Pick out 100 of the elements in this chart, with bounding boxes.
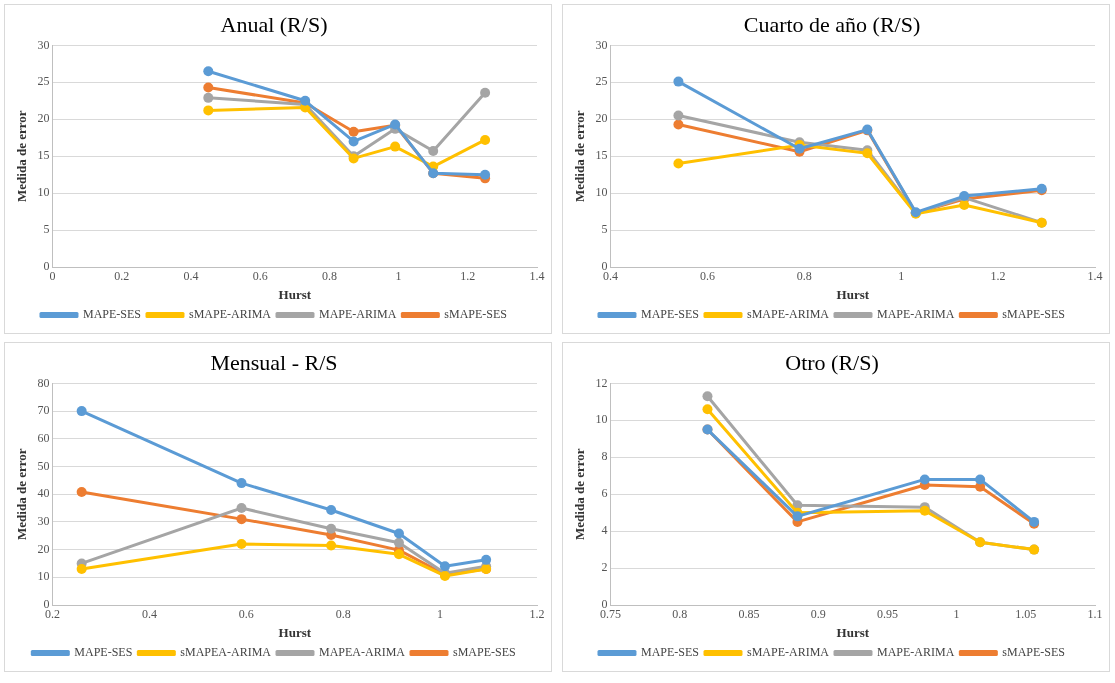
y-tick-label: 15 (595, 148, 608, 163)
legend-label: sMAPE-SES (1002, 307, 1066, 322)
y-tick-label: 8 (601, 449, 608, 464)
legend-label: MAPE-SES (82, 307, 141, 322)
point (393, 528, 404, 539)
x-tick-label: 0.4 (183, 269, 199, 284)
y-tick-label: 30 (37, 37, 50, 52)
x-tick-label: 0.9 (810, 607, 826, 622)
y-axis-title: Medida de error (14, 110, 30, 202)
point (236, 503, 247, 514)
y-tick-label: 40 (37, 486, 50, 501)
legend-label: sMAPE-SES (444, 307, 508, 322)
chart-title: Anual (R/S) (220, 11, 328, 37)
point (203, 92, 214, 103)
point (393, 549, 404, 560)
x-tick-label: 1 (898, 269, 905, 284)
point (481, 554, 492, 565)
y-tick-label: 0 (43, 259, 50, 274)
y-tick-label: 15 (37, 148, 50, 163)
point (975, 474, 986, 485)
y-tick-label: 10 (37, 569, 50, 584)
x-tick-label: 0.4 (603, 269, 619, 284)
point (236, 514, 247, 525)
point (326, 523, 337, 534)
x-axis-title: Hurst (278, 624, 312, 640)
point (702, 404, 713, 415)
y-tick-label: 30 (37, 514, 50, 529)
x-tick-label: 1.2 (529, 607, 545, 622)
legend-label: sMAPE-ARIMA (188, 307, 272, 322)
x-tick-label: 0.6 (252, 269, 268, 284)
x-tick-label: 1.4 (1087, 269, 1103, 284)
x-tick-label: 1.2 (990, 269, 1006, 284)
y-tick-label: 25 (37, 74, 50, 89)
point (348, 136, 359, 147)
y-tick-label: 10 (37, 185, 50, 200)
y-tick-label: 80 (37, 375, 50, 390)
point (348, 126, 359, 137)
point (480, 134, 491, 145)
y-tick-label: 60 (37, 430, 50, 445)
y-axis-title: Medida de error (572, 110, 588, 202)
point (919, 474, 930, 485)
point (76, 486, 87, 497)
x-tick-label: 0.6 (238, 607, 254, 622)
point (393, 537, 404, 548)
x-tick-label: 1.05 (1015, 607, 1037, 622)
y-tick-label: 5 (43, 222, 50, 237)
legend-label: sMAPE-SES (1002, 645, 1066, 660)
point (390, 141, 401, 152)
y-axis-title: Medida de error (14, 448, 30, 540)
x-tick-label: 1 (395, 269, 402, 284)
y-tick-label: 20 (37, 111, 50, 126)
legend-label: MAPE-ARIMA (319, 307, 397, 322)
x-tick-label: 0.4 (141, 607, 157, 622)
chart-title: Otro (R/S) (785, 349, 879, 375)
y-tick-label: 6 (601, 486, 608, 501)
point (236, 539, 247, 550)
y-tick-label: 2 (601, 560, 608, 575)
x-tick-label: 1.2 (460, 269, 476, 284)
x-tick-label: 0.8 (672, 607, 688, 622)
point (439, 561, 450, 572)
legend-label: sMAPE-ARIMA (746, 645, 830, 660)
y-tick-label: 12 (595, 375, 608, 390)
x-axis-title: Hurst (278, 286, 312, 302)
y-tick-label: 30 (595, 37, 608, 52)
x-tick-label: 0.8 (796, 269, 812, 284)
x-tick-label: 0.85 (738, 607, 760, 622)
x-tick-label: 0.75 (600, 607, 622, 622)
point (792, 511, 803, 522)
x-tick-label: 1.1 (1087, 607, 1103, 622)
y-tick-label: 25 (595, 74, 608, 89)
chart-title: Cuarto de año (R/S) (743, 11, 921, 37)
point (959, 199, 970, 210)
point (76, 563, 87, 574)
point (673, 158, 684, 169)
legend-label: sMAPE-ARIMA (746, 307, 830, 322)
point (326, 540, 337, 551)
x-tick-label: 0.2 (114, 269, 130, 284)
y-tick-label: 20 (595, 111, 608, 126)
x-tick-label: 0.95 (876, 607, 898, 622)
x-tick-label: 0.2 (45, 607, 61, 622)
point (673, 110, 684, 121)
legend-label: MAPE-ARIMA (877, 307, 955, 322)
y-tick-label: 10 (595, 412, 608, 427)
x-tick-label: 1 (437, 607, 444, 622)
legend-label: MAPE-ARIMA (877, 645, 955, 660)
x-tick-label: 0.8 (335, 607, 351, 622)
legend-label: MAPEA-ARIMA (319, 645, 406, 660)
x-axis-title: Hurst (836, 624, 870, 640)
point (428, 146, 439, 157)
legend-label: MAPE-SES (640, 307, 699, 322)
legend-label: sMAPEA-ARIMA (180, 645, 272, 660)
y-tick-label: 4 (601, 523, 608, 538)
point (203, 105, 214, 116)
y-tick-label: 5 (601, 222, 608, 237)
point (673, 76, 684, 87)
point (236, 478, 247, 489)
point (326, 504, 337, 515)
x-tick-label: 0.6 (699, 269, 715, 284)
point (203, 82, 214, 93)
point (203, 66, 214, 77)
